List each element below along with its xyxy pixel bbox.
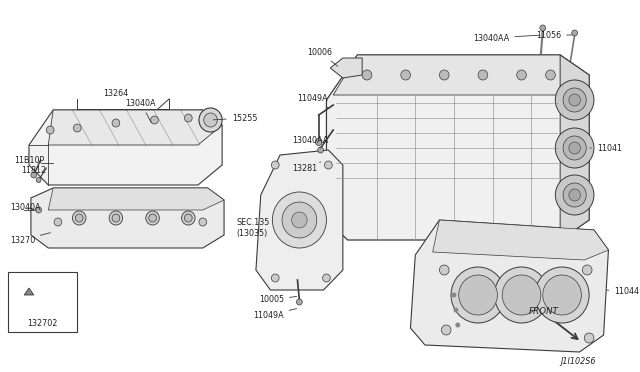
Circle shape [271, 274, 279, 282]
Polygon shape [326, 55, 589, 240]
Circle shape [556, 175, 594, 215]
Polygon shape [410, 220, 609, 352]
Circle shape [74, 124, 81, 132]
Circle shape [271, 161, 279, 169]
Circle shape [282, 202, 317, 238]
Circle shape [112, 214, 120, 222]
Polygon shape [433, 220, 609, 260]
Text: FRONT: FRONT [529, 308, 559, 317]
Circle shape [569, 142, 580, 154]
Circle shape [182, 211, 195, 225]
Polygon shape [333, 55, 589, 95]
Circle shape [36, 207, 42, 213]
Circle shape [556, 80, 594, 120]
Circle shape [563, 183, 586, 207]
Circle shape [569, 189, 580, 201]
Circle shape [440, 265, 449, 275]
Circle shape [516, 70, 526, 80]
Bar [8, 272, 77, 332]
Text: 13270: 13270 [10, 233, 51, 244]
Circle shape [317, 147, 324, 153]
Circle shape [563, 88, 586, 112]
Text: 11056: 11056 [536, 31, 572, 39]
Polygon shape [330, 58, 362, 78]
Circle shape [543, 275, 581, 315]
Circle shape [324, 161, 332, 169]
Text: 11812: 11812 [21, 166, 46, 174]
Text: J1I102S6: J1I102S6 [560, 357, 596, 366]
Circle shape [150, 116, 158, 124]
Circle shape [451, 267, 505, 323]
Circle shape [478, 70, 488, 80]
Polygon shape [560, 55, 589, 240]
Text: 13281: 13281 [292, 162, 321, 173]
Text: 11049A: 11049A [253, 309, 297, 320]
Circle shape [72, 211, 86, 225]
Circle shape [451, 292, 456, 298]
Circle shape [31, 172, 36, 178]
Circle shape [292, 212, 307, 228]
Circle shape [323, 274, 330, 282]
Circle shape [199, 218, 207, 226]
Circle shape [495, 267, 548, 323]
Polygon shape [24, 288, 34, 295]
Text: 13040AA: 13040AA [292, 135, 328, 148]
Circle shape [296, 299, 302, 305]
Text: 13040A: 13040A [10, 202, 40, 212]
Circle shape [546, 70, 556, 80]
Circle shape [569, 94, 580, 106]
Circle shape [563, 136, 586, 160]
Circle shape [36, 177, 41, 183]
Circle shape [204, 113, 218, 127]
Polygon shape [29, 110, 222, 185]
Circle shape [54, 218, 62, 226]
Polygon shape [48, 110, 222, 145]
Text: 10005: 10005 [259, 295, 296, 305]
Text: 13040AA: 13040AA [473, 33, 540, 42]
Polygon shape [31, 188, 224, 248]
Circle shape [502, 275, 541, 315]
Circle shape [184, 114, 192, 122]
Text: (13035): (13035) [237, 228, 268, 237]
Polygon shape [48, 188, 224, 210]
Circle shape [440, 70, 449, 80]
Circle shape [535, 267, 589, 323]
Circle shape [401, 70, 410, 80]
Circle shape [442, 325, 451, 335]
Circle shape [453, 308, 458, 312]
Circle shape [582, 265, 592, 275]
Text: 15255: 15255 [213, 113, 257, 122]
Circle shape [584, 333, 594, 343]
Circle shape [109, 211, 123, 225]
Circle shape [184, 214, 192, 222]
Text: 13040A: 13040A [125, 99, 156, 122]
Circle shape [459, 275, 497, 315]
Text: 132702: 132702 [28, 320, 58, 328]
Circle shape [76, 214, 83, 222]
Circle shape [540, 25, 546, 31]
Circle shape [46, 126, 54, 134]
Text: 11B10P: 11B10P [15, 155, 45, 164]
Circle shape [316, 138, 322, 145]
Circle shape [148, 214, 156, 222]
Text: 10006: 10006 [307, 48, 338, 66]
Text: 11049A: 11049A [298, 93, 328, 108]
Circle shape [146, 211, 159, 225]
Circle shape [199, 108, 222, 132]
Text: 13264: 13264 [103, 89, 129, 97]
Circle shape [556, 128, 594, 168]
Circle shape [273, 192, 326, 248]
Circle shape [456, 323, 460, 327]
Text: 11044: 11044 [607, 288, 639, 296]
Circle shape [572, 30, 577, 36]
Text: 11041: 11041 [590, 144, 622, 153]
Text: SEC.135: SEC.135 [237, 218, 270, 227]
Circle shape [362, 70, 372, 80]
Polygon shape [256, 150, 343, 290]
Circle shape [112, 119, 120, 127]
